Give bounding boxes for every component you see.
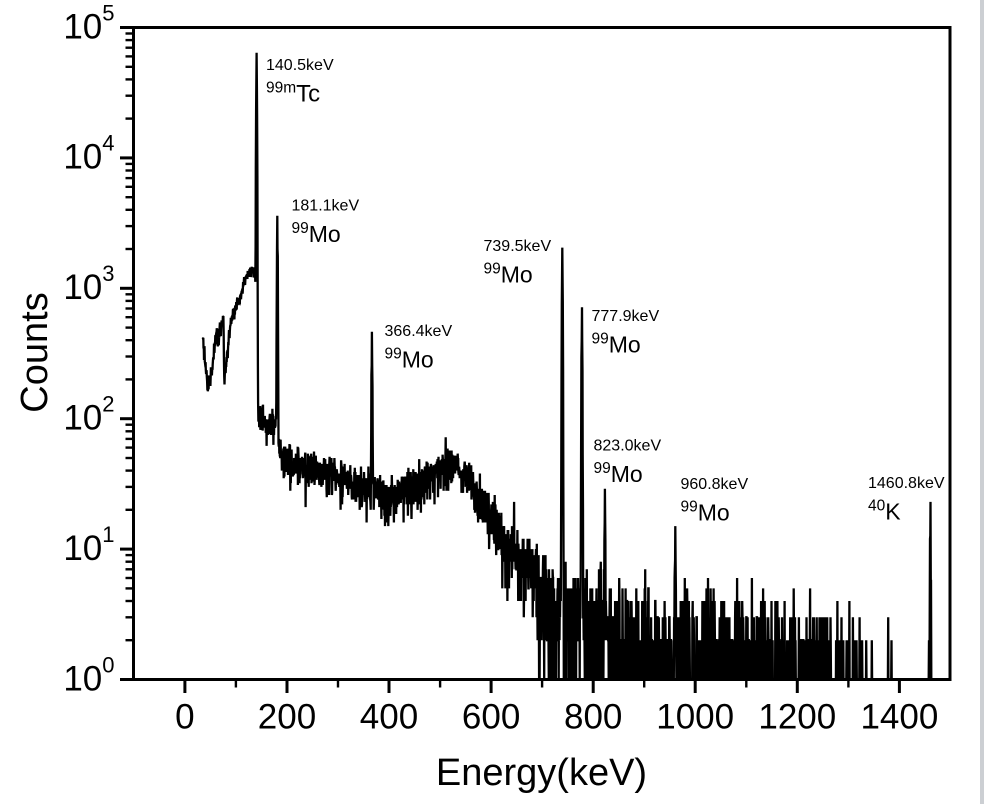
svg-text:800: 800: [564, 698, 622, 737]
svg-text:823.0keV: 823.0keV: [594, 438, 662, 455]
svg-text:99Mo: 99Mo: [592, 331, 641, 358]
svg-text:Energy(keV): Energy(keV): [436, 752, 647, 794]
svg-text:99Mo: 99Mo: [681, 499, 730, 526]
svg-text:600: 600: [462, 698, 520, 737]
svg-text:960.8keV: 960.8keV: [681, 476, 749, 493]
svg-text:777.9keV: 777.9keV: [592, 308, 660, 325]
svg-text:366.4keV: 366.4keV: [385, 323, 453, 340]
svg-text:400: 400: [360, 698, 418, 737]
svg-text:1200: 1200: [758, 698, 836, 737]
svg-text:0: 0: [175, 698, 194, 737]
svg-text:1400: 1400: [860, 698, 938, 737]
svg-text:99Mo: 99Mo: [292, 220, 341, 247]
svg-text:99Mo: 99Mo: [484, 261, 533, 288]
svg-text:99mTc: 99mTc: [266, 80, 320, 108]
svg-text:99Mo: 99Mo: [594, 460, 643, 487]
svg-text:200: 200: [258, 698, 316, 737]
svg-text:1460.8keV: 1460.8keV: [868, 475, 945, 492]
svg-text:739.5keV: 739.5keV: [484, 238, 552, 255]
svg-text:99Mo: 99Mo: [385, 346, 434, 373]
svg-text:140.5keV: 140.5keV: [266, 57, 334, 74]
svg-text:1000: 1000: [656, 698, 734, 737]
svg-text:Counts: Counts: [14, 292, 56, 412]
svg-text:181.1keV: 181.1keV: [292, 198, 360, 215]
svg-text:40K: 40K: [868, 498, 901, 525]
